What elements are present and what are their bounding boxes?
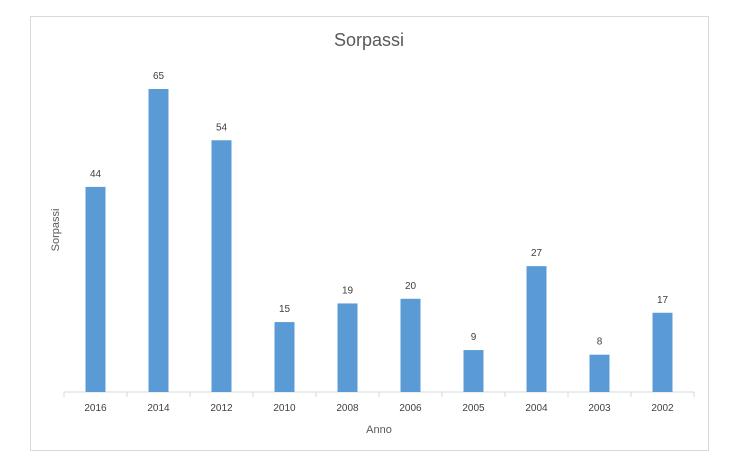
data-label-2006: 20 — [405, 281, 417, 292]
data-label-2016: 44 — [90, 169, 102, 180]
bar-2004 — [526, 266, 547, 392]
x-tick-label-2012: 2012 — [210, 403, 233, 414]
data-label-2008: 19 — [342, 285, 354, 296]
bar-2003 — [589, 354, 610, 392]
x-ticks-group — [63, 392, 695, 397]
data-labels-group: 44 65 54 15 19 20 9 27 8 17 — [90, 71, 669, 348]
bar-2008 — [337, 303, 358, 392]
bars-group — [85, 89, 673, 392]
y-axis-label: Sorpassi — [50, 209, 62, 252]
data-label-2014: 65 — [153, 71, 165, 82]
x-tick-label-2008: 2008 — [336, 403, 359, 414]
chart-title: Sorpassi — [334, 30, 404, 50]
bar-2014 — [148, 89, 169, 392]
data-label-2005: 9 — [471, 332, 477, 343]
x-tick-label-2010: 2010 — [273, 403, 296, 414]
data-label-2010: 15 — [279, 304, 291, 315]
x-tick-label-2006: 2006 — [399, 403, 422, 414]
bar-2010 — [274, 322, 295, 392]
data-label-2004: 27 — [531, 248, 543, 259]
bar-2005 — [463, 350, 484, 392]
data-label-2002: 17 — [657, 295, 669, 306]
x-axis-label: Anno — [366, 424, 392, 436]
x-tick-labels-group: 2016 2014 2012 2010 2008 2006 2005 2004 2003 2002 — [84, 403, 674, 414]
x-tick-label-2002: 2002 — [651, 403, 674, 414]
x-tick-label-2016: 2016 — [84, 403, 107, 414]
x-tick-label-2003: 2003 — [588, 403, 611, 414]
bar-2006 — [400, 298, 421, 392]
bar-2002 — [652, 312, 673, 392]
x-tick-label-2014: 2014 — [147, 403, 170, 414]
x-tick-label-2004: 2004 — [525, 403, 548, 414]
data-label-2012: 54 — [216, 122, 228, 133]
data-label-2003: 8 — [597, 337, 603, 348]
bar-2012 — [211, 140, 232, 392]
bar-2016 — [85, 186, 106, 392]
x-tick-label-2005: 2005 — [462, 403, 485, 414]
